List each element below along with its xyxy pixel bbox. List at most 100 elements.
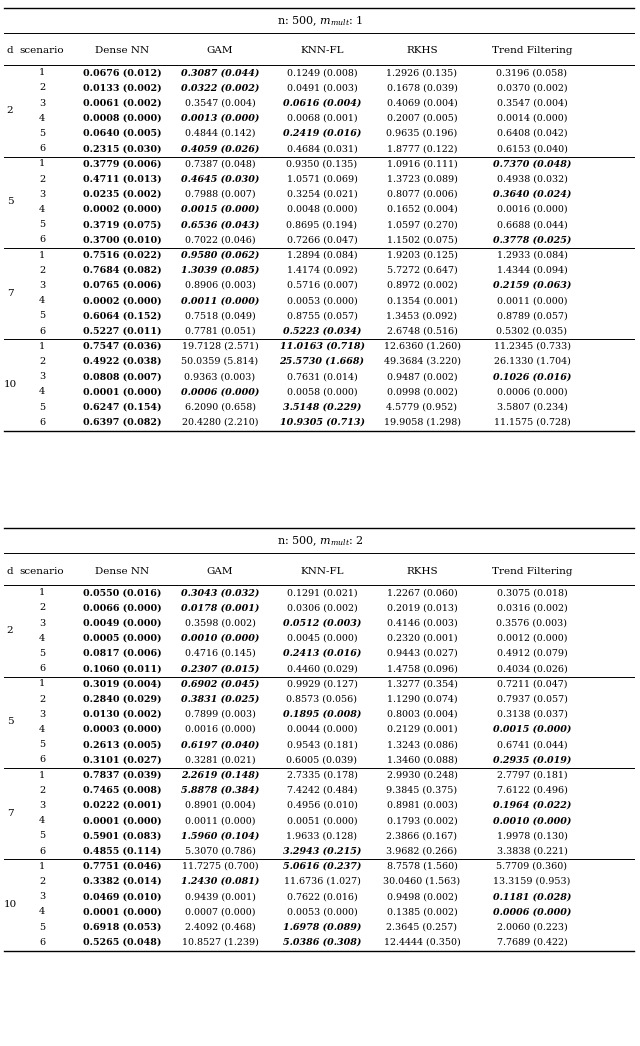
- Text: 0.3101 (0.027): 0.3101 (0.027): [83, 755, 161, 765]
- Text: 0.4844 (0.142): 0.4844 (0.142): [185, 129, 255, 138]
- Text: 6.2090 (0.658): 6.2090 (0.658): [184, 403, 255, 411]
- Text: 2.3645 (0.257): 2.3645 (0.257): [387, 923, 458, 932]
- Text: Trend Filtering: Trend Filtering: [492, 567, 572, 575]
- Text: 2.3866 (0.167): 2.3866 (0.167): [387, 832, 458, 840]
- Text: 0.0640 (0.005): 0.0640 (0.005): [83, 129, 161, 138]
- Text: 1.8777 (0.122): 1.8777 (0.122): [387, 144, 457, 153]
- Text: 0.6536 (0.043): 0.6536 (0.043): [181, 220, 259, 229]
- Text: 0.8789 (0.057): 0.8789 (0.057): [497, 312, 568, 320]
- Text: 49.3684 (3.220): 49.3684 (3.220): [383, 357, 461, 366]
- Text: 12.6360 (1.260): 12.6360 (1.260): [383, 342, 461, 350]
- Text: 1.2430 (0.081): 1.2430 (0.081): [181, 877, 259, 886]
- Text: 3.3838 (0.221): 3.3838 (0.221): [497, 846, 568, 856]
- Text: 3.5807 (0.234): 3.5807 (0.234): [497, 403, 568, 411]
- Text: 11.0163 (0.718): 11.0163 (0.718): [280, 342, 365, 350]
- Text: 0.2019 (0.013): 0.2019 (0.013): [387, 604, 458, 612]
- Text: 25.5730 (1.668): 25.5730 (1.668): [280, 357, 365, 366]
- Text: 0.6918 (0.053): 0.6918 (0.053): [83, 923, 161, 932]
- Text: 0.2159 (0.063): 0.2159 (0.063): [493, 281, 571, 290]
- Text: 1.4174 (0.092): 1.4174 (0.092): [287, 266, 357, 275]
- Text: 5: 5: [6, 198, 13, 206]
- Text: 0.4034 (0.026): 0.4034 (0.026): [497, 664, 568, 673]
- Text: KNN-FL: KNN-FL: [300, 567, 344, 575]
- Text: 4: 4: [39, 205, 45, 213]
- Text: 1: 1: [39, 862, 45, 870]
- Text: 0.0016 (0.000): 0.0016 (0.000): [497, 205, 567, 213]
- Text: 10: 10: [3, 900, 17, 909]
- Text: 1: 1: [39, 68, 45, 77]
- Text: 0.7387 (0.048): 0.7387 (0.048): [185, 159, 255, 168]
- Text: 0.8972 (0.002): 0.8972 (0.002): [387, 281, 458, 290]
- Text: 0.0068 (0.001): 0.0068 (0.001): [287, 114, 357, 122]
- Text: 9.3845 (0.375): 9.3845 (0.375): [387, 786, 458, 795]
- Text: n: 500, $m_{mult}$: 2: n: 500, $m_{mult}$: 2: [276, 535, 364, 548]
- Text: 0.8755 (0.057): 0.8755 (0.057): [287, 312, 357, 320]
- Text: 1.3460 (0.088): 1.3460 (0.088): [387, 755, 458, 765]
- Text: 4.5779 (0.952): 4.5779 (0.952): [387, 403, 458, 411]
- Text: 0.5265 (0.048): 0.5265 (0.048): [83, 937, 161, 947]
- Text: 0.0005 (0.000): 0.0005 (0.000): [83, 634, 161, 642]
- Text: 0.4855 (0.114): 0.4855 (0.114): [83, 846, 161, 856]
- Text: 0.3019 (0.004): 0.3019 (0.004): [83, 679, 161, 688]
- Text: 0.7622 (0.016): 0.7622 (0.016): [287, 892, 357, 901]
- Text: 4: 4: [39, 816, 45, 825]
- Text: RKHS: RKHS: [406, 46, 438, 55]
- Text: 0.4059 (0.026): 0.4059 (0.026): [181, 144, 259, 153]
- Text: 0.4460 (0.029): 0.4460 (0.029): [287, 664, 357, 673]
- Text: 5: 5: [6, 718, 13, 726]
- Text: RKHS: RKHS: [406, 567, 438, 575]
- Text: 0.7547 (0.036): 0.7547 (0.036): [83, 342, 161, 350]
- Text: 1.3039 (0.085): 1.3039 (0.085): [181, 266, 259, 275]
- Text: 5: 5: [39, 741, 45, 749]
- Text: 0.0001 (0.000): 0.0001 (0.000): [83, 907, 161, 916]
- Text: 0.0051 (0.000): 0.0051 (0.000): [287, 816, 357, 825]
- Text: 0.0370 (0.002): 0.0370 (0.002): [497, 84, 567, 92]
- Text: KNN-FL: KNN-FL: [300, 46, 344, 55]
- Text: 0.3640 (0.024): 0.3640 (0.024): [493, 189, 571, 199]
- Text: 0.1249 (0.008): 0.1249 (0.008): [287, 68, 357, 77]
- Text: 0.0006 (0.000): 0.0006 (0.000): [497, 387, 567, 396]
- Text: 0.8573 (0.056): 0.8573 (0.056): [287, 695, 358, 704]
- Text: 0.6064 (0.152): 0.6064 (0.152): [83, 312, 161, 320]
- Text: 5: 5: [39, 403, 45, 411]
- Text: 0.7751 (0.046): 0.7751 (0.046): [83, 862, 161, 870]
- Text: 0.0002 (0.000): 0.0002 (0.000): [83, 205, 161, 213]
- Text: 0.8695 (0.194): 0.8695 (0.194): [287, 220, 358, 229]
- Text: 0.9487 (0.002): 0.9487 (0.002): [387, 372, 458, 381]
- Text: 4: 4: [39, 907, 45, 916]
- Text: 3: 3: [39, 281, 45, 290]
- Text: 0.1354 (0.001): 0.1354 (0.001): [387, 296, 458, 305]
- Text: 0.3778 (0.025): 0.3778 (0.025): [493, 235, 571, 245]
- Text: 1.3453 (0.092): 1.3453 (0.092): [387, 312, 458, 320]
- Text: 0.0011 (0.000): 0.0011 (0.000): [181, 296, 259, 305]
- Text: 0.5901 (0.083): 0.5901 (0.083): [83, 832, 161, 840]
- Text: 0.3281 (0.021): 0.3281 (0.021): [185, 755, 255, 765]
- Text: 0.3831 (0.025): 0.3831 (0.025): [181, 695, 259, 704]
- Text: 0.5302 (0.035): 0.5302 (0.035): [497, 326, 568, 336]
- Text: 0.3087 (0.044): 0.3087 (0.044): [181, 68, 259, 77]
- Text: 3: 3: [39, 892, 45, 901]
- Text: 0.1291 (0.021): 0.1291 (0.021): [287, 588, 357, 597]
- Text: 0.3254 (0.021): 0.3254 (0.021): [287, 189, 357, 199]
- Text: 6: 6: [39, 144, 45, 153]
- Text: 1: 1: [39, 679, 45, 688]
- Text: 0.7781 (0.051): 0.7781 (0.051): [185, 326, 255, 336]
- Text: 0.2007 (0.005): 0.2007 (0.005): [387, 114, 458, 122]
- Text: 0.7937 (0.057): 0.7937 (0.057): [497, 695, 568, 704]
- Text: 0.4922 (0.038): 0.4922 (0.038): [83, 357, 161, 366]
- Text: GAM: GAM: [207, 46, 233, 55]
- Text: 3: 3: [39, 372, 45, 381]
- Text: 0.0222 (0.001): 0.0222 (0.001): [83, 801, 161, 810]
- Text: 0.0015 (0.000): 0.0015 (0.000): [181, 205, 259, 213]
- Text: 7.6122 (0.496): 7.6122 (0.496): [497, 786, 568, 795]
- Text: 4: 4: [39, 387, 45, 396]
- Text: 2.4092 (0.468): 2.4092 (0.468): [184, 923, 255, 932]
- Text: 2: 2: [39, 175, 45, 183]
- Text: 1.3243 (0.086): 1.3243 (0.086): [387, 741, 458, 749]
- Text: 5: 5: [39, 129, 45, 138]
- Text: 5.7272 (0.647): 5.7272 (0.647): [387, 266, 458, 275]
- Text: 1.4758 (0.096): 1.4758 (0.096): [387, 664, 458, 673]
- Text: 0.4146 (0.003): 0.4146 (0.003): [387, 618, 458, 628]
- Text: 3: 3: [39, 618, 45, 628]
- Text: 19.9058 (1.298): 19.9058 (1.298): [383, 417, 461, 427]
